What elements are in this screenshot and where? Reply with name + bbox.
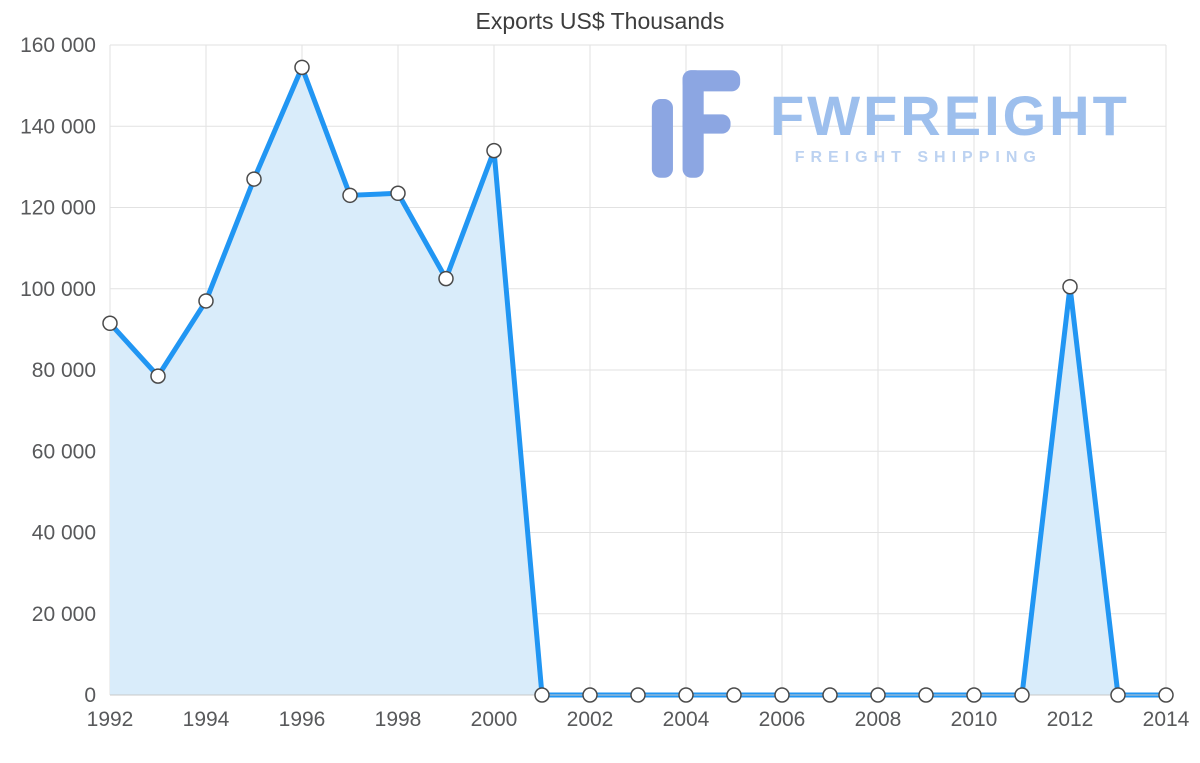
y-tick-label: 0	[84, 684, 96, 707]
x-tick-label: 2010	[951, 708, 998, 731]
data-point-marker[interactable]	[390, 185, 406, 202]
x-tick-label: 2014	[1143, 708, 1190, 731]
x-tick-label: 1992	[87, 708, 134, 731]
data-point-marker[interactable]	[822, 687, 838, 703]
y-tick-label: 120 000	[20, 197, 96, 220]
area-fill	[110, 67, 1166, 695]
data-point-marker[interactable]	[438, 270, 454, 287]
data-point-marker[interactable]	[150, 368, 166, 384]
x-tick-label: 2008	[855, 708, 902, 731]
y-tick-label: 160 000	[20, 34, 96, 57]
chart-title: Exports US$ Thousands	[475, 8, 725, 34]
data-point-marker[interactable]	[1062, 278, 1078, 295]
y-axis-labels: 0 20 000 40 000 60 000 80 000 100 000 120 000 1…	[20, 34, 96, 707]
y-tick-label: 80 000	[32, 359, 96, 382]
data-point-marker[interactable]	[870, 687, 886, 703]
x-tick-label: 2012	[1047, 708, 1094, 731]
data-point-marker[interactable]	[198, 293, 214, 309]
x-axis-labels: 1992 1994 1996 1998 2000 2002 2004 2006 2008 2010…	[87, 708, 1190, 731]
data-point-marker[interactable]	[966, 687, 982, 703]
x-tick-label: 2000	[471, 708, 518, 731]
markers	[102, 59, 1174, 703]
data-point-marker[interactable]	[342, 187, 358, 204]
x-tick-label: 2002	[567, 708, 614, 731]
x-tick-label: 1996	[279, 708, 326, 731]
data-point-marker[interactable]	[294, 59, 310, 76]
x-tick-label: 1994	[183, 708, 230, 731]
y-tick-label: 20 000	[32, 603, 96, 626]
data-point-marker[interactable]	[486, 142, 502, 159]
y-tick-label: 60 000	[32, 440, 96, 463]
data-point-marker[interactable]	[918, 687, 934, 703]
data-point-marker[interactable]	[774, 687, 790, 703]
data-point-marker[interactable]	[630, 687, 646, 703]
y-tick-label: 40 000	[32, 522, 96, 545]
data-point-marker[interactable]	[246, 171, 262, 187]
x-tick-label: 1998	[375, 708, 422, 731]
data-point-marker[interactable]	[582, 687, 598, 703]
data-point-marker[interactable]	[102, 315, 118, 332]
data-point-marker[interactable]	[726, 687, 742, 703]
data-point-marker[interactable]	[1014, 687, 1030, 703]
data-point-marker[interactable]	[1110, 687, 1126, 703]
data-point-marker[interactable]	[1158, 687, 1174, 703]
x-tick-label: 2006	[759, 708, 806, 731]
y-tick-label: 100 000	[20, 278, 96, 301]
y-tick-label: 140 000	[20, 115, 96, 138]
data-point-marker[interactable]	[534, 687, 550, 703]
data-point-marker[interactable]	[678, 687, 694, 703]
x-tick-label: 2004	[663, 708, 710, 731]
